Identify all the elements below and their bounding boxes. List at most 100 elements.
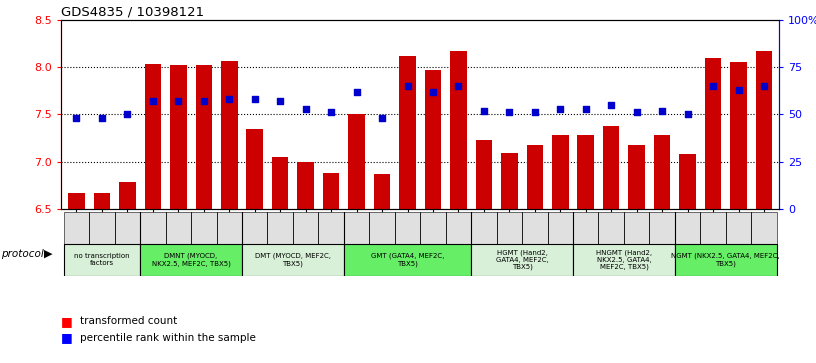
Text: GDS4835 / 10398121: GDS4835 / 10398121 xyxy=(61,6,204,19)
Point xyxy=(477,108,490,114)
Bar xyxy=(374,174,390,209)
Bar xyxy=(471,212,497,244)
Point xyxy=(299,106,313,111)
Bar xyxy=(526,146,543,209)
Text: percentile rank within the sample: percentile rank within the sample xyxy=(80,333,256,343)
Bar xyxy=(471,244,573,276)
Text: NGMT (NKX2.5, GATA4, MEF2C,
TBX5): NGMT (NKX2.5, GATA4, MEF2C, TBX5) xyxy=(672,253,780,267)
Point xyxy=(350,89,363,95)
Text: GMT (GATA4, MEF2C,
TBX5): GMT (GATA4, MEF2C, TBX5) xyxy=(370,253,444,267)
Bar xyxy=(680,154,696,209)
Bar xyxy=(573,212,598,244)
Text: DMNT (MYOCD,
NKX2.5, MEF2C, TBX5): DMNT (MYOCD, NKX2.5, MEF2C, TBX5) xyxy=(152,253,230,267)
Bar xyxy=(297,162,314,209)
Point xyxy=(95,115,109,121)
Bar xyxy=(119,182,135,209)
Bar xyxy=(628,146,645,209)
Text: ■: ■ xyxy=(61,315,73,328)
Point xyxy=(401,83,414,89)
Bar xyxy=(598,212,624,244)
Point xyxy=(554,106,567,111)
Bar xyxy=(140,212,166,244)
Text: DMT (MYOCD, MEF2C,
TBX5): DMT (MYOCD, MEF2C, TBX5) xyxy=(255,253,331,267)
Point xyxy=(681,111,694,117)
Bar xyxy=(450,51,467,209)
Bar xyxy=(246,129,263,209)
Bar xyxy=(725,212,752,244)
Bar xyxy=(69,193,85,209)
Point xyxy=(630,110,643,115)
Bar xyxy=(166,212,191,244)
Bar xyxy=(654,135,671,209)
Bar xyxy=(603,126,619,209)
Bar xyxy=(94,193,110,209)
Point xyxy=(248,96,261,102)
Text: HGMT (Hand2,
GATA4, MEF2C,
TBX5): HGMT (Hand2, GATA4, MEF2C, TBX5) xyxy=(496,249,548,270)
Bar xyxy=(170,65,187,209)
Text: transformed count: transformed count xyxy=(80,316,177,326)
Bar xyxy=(64,212,89,244)
Point xyxy=(528,110,541,115)
Bar xyxy=(675,244,777,276)
Bar xyxy=(650,212,675,244)
Point xyxy=(655,108,668,114)
Point xyxy=(757,83,770,89)
Point xyxy=(325,110,338,115)
Bar xyxy=(318,212,344,244)
Point xyxy=(427,89,440,95)
Bar xyxy=(144,64,161,209)
Bar xyxy=(578,135,594,209)
Point xyxy=(452,83,465,89)
Bar xyxy=(196,65,212,209)
Point xyxy=(121,111,134,117)
Bar xyxy=(675,212,700,244)
Bar xyxy=(191,212,216,244)
Bar xyxy=(501,153,517,209)
Text: ▶: ▶ xyxy=(44,249,52,259)
Point xyxy=(197,98,211,104)
Point xyxy=(70,115,83,121)
Text: protocol: protocol xyxy=(1,249,43,259)
Bar xyxy=(420,212,446,244)
Bar xyxy=(446,212,471,244)
Text: no transcription
factors: no transcription factors xyxy=(74,253,130,266)
Bar xyxy=(752,212,777,244)
Bar xyxy=(497,212,522,244)
Bar xyxy=(242,244,344,276)
Bar xyxy=(140,244,242,276)
Bar xyxy=(344,244,471,276)
Bar xyxy=(624,212,650,244)
Point xyxy=(732,87,745,93)
Bar xyxy=(89,212,115,244)
Bar xyxy=(242,212,268,244)
Bar xyxy=(522,212,548,244)
Bar xyxy=(705,58,721,209)
Bar xyxy=(323,173,339,209)
Bar xyxy=(700,212,725,244)
Bar xyxy=(573,244,675,276)
Point xyxy=(146,98,159,104)
Bar xyxy=(64,244,140,276)
Bar xyxy=(730,62,747,209)
Bar xyxy=(399,56,416,209)
Point xyxy=(273,98,286,104)
Bar xyxy=(216,212,242,244)
Text: HNGMT (Hand2,
NKX2.5, GATA4,
MEF2C, TBX5): HNGMT (Hand2, NKX2.5, GATA4, MEF2C, TBX5… xyxy=(596,249,652,270)
Point xyxy=(172,98,185,104)
Bar xyxy=(268,212,293,244)
Text: ■: ■ xyxy=(61,331,73,344)
Point xyxy=(375,115,388,121)
Point xyxy=(605,102,618,108)
Bar xyxy=(293,212,318,244)
Point xyxy=(503,110,516,115)
Bar xyxy=(476,140,492,209)
Point xyxy=(223,96,236,102)
Bar xyxy=(395,212,420,244)
Bar xyxy=(221,61,237,209)
Bar xyxy=(370,212,395,244)
Bar xyxy=(552,135,569,209)
Bar xyxy=(756,51,772,209)
Point xyxy=(579,106,592,111)
Bar xyxy=(344,212,370,244)
Bar xyxy=(424,70,441,209)
